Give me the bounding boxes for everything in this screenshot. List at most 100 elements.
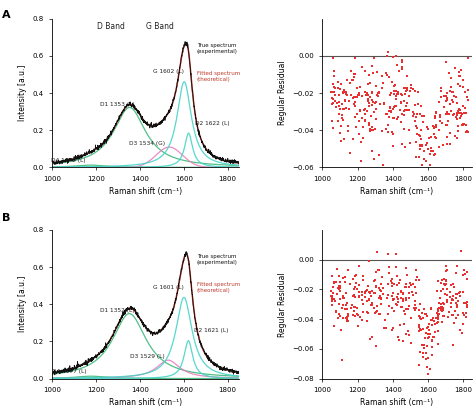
Point	[401, 84, 408, 91]
Point	[439, 307, 447, 313]
Point	[368, 333, 375, 340]
Point	[409, 113, 417, 119]
Text: True spectrum
(experimental): True spectrum (experimental)	[197, 43, 238, 54]
Point	[374, 92, 382, 99]
Text: D2 1621 (L): D2 1621 (L)	[194, 328, 229, 333]
Point	[382, 69, 390, 76]
Point	[418, 113, 426, 120]
Point	[375, 285, 383, 292]
Point	[379, 284, 387, 291]
Point	[351, 94, 358, 100]
Point	[341, 279, 348, 285]
Point	[416, 146, 423, 152]
Point	[465, 87, 472, 93]
Point	[439, 141, 447, 148]
Point	[340, 294, 348, 301]
Point	[438, 94, 445, 101]
Point	[407, 87, 414, 94]
Point	[386, 105, 393, 111]
Point	[350, 292, 358, 299]
Point	[446, 101, 454, 108]
Point	[378, 300, 385, 307]
Point	[411, 302, 419, 309]
Point	[359, 276, 366, 283]
Point	[365, 121, 373, 128]
Point	[463, 302, 470, 308]
Point	[361, 290, 368, 296]
Point	[423, 123, 430, 130]
Point	[375, 88, 383, 95]
Point	[459, 272, 466, 278]
Point	[361, 106, 369, 113]
Point	[393, 90, 401, 97]
Point	[411, 102, 419, 109]
Point	[372, 342, 380, 349]
Point	[331, 297, 339, 304]
Text: D4 1172 (L): D4 1172 (L)	[51, 158, 85, 163]
Point	[419, 326, 427, 333]
Point	[375, 152, 383, 158]
Point	[405, 295, 412, 301]
Point	[416, 142, 424, 149]
Point	[435, 143, 443, 150]
Point	[418, 143, 425, 149]
Point	[442, 121, 450, 128]
Point	[414, 101, 422, 107]
Point	[436, 118, 444, 125]
Point	[388, 276, 395, 283]
Point	[427, 166, 434, 173]
Point	[420, 156, 428, 163]
Point	[361, 294, 369, 300]
Point	[464, 54, 472, 61]
Point	[445, 111, 452, 117]
Point	[432, 150, 439, 157]
Point	[427, 366, 434, 372]
Point	[351, 313, 359, 319]
Point	[368, 302, 376, 308]
Point	[346, 149, 354, 156]
Point	[396, 322, 404, 328]
Point	[336, 313, 344, 319]
Point	[462, 109, 469, 116]
Point	[427, 144, 435, 151]
Point	[453, 99, 461, 106]
Point	[403, 106, 411, 113]
Point	[364, 90, 371, 97]
Point	[359, 124, 367, 130]
Point	[463, 299, 471, 305]
Point	[446, 130, 453, 136]
Point	[329, 125, 337, 131]
Point	[390, 281, 398, 287]
Point	[332, 279, 340, 285]
Point	[373, 268, 380, 275]
Point	[437, 85, 445, 92]
Point	[400, 290, 407, 297]
Point	[407, 140, 414, 147]
Point	[342, 90, 349, 97]
Point	[395, 290, 402, 297]
Point	[372, 283, 380, 290]
Point	[350, 94, 358, 100]
Point	[368, 63, 376, 69]
Point	[398, 57, 406, 63]
Point	[392, 251, 400, 258]
Point	[337, 130, 344, 137]
Point	[372, 100, 379, 106]
Point	[407, 339, 415, 346]
Point	[454, 303, 461, 310]
Point	[401, 307, 408, 314]
Point	[390, 82, 398, 89]
Point	[401, 85, 409, 92]
Point	[416, 326, 423, 333]
Point	[393, 61, 401, 68]
Point	[392, 88, 400, 95]
Point	[328, 94, 336, 101]
Point	[366, 80, 374, 87]
Point	[384, 311, 392, 317]
Point	[403, 100, 411, 106]
Point	[428, 321, 436, 328]
Point	[386, 104, 394, 110]
Point	[400, 321, 408, 327]
Point	[336, 111, 343, 117]
Point	[411, 88, 419, 94]
